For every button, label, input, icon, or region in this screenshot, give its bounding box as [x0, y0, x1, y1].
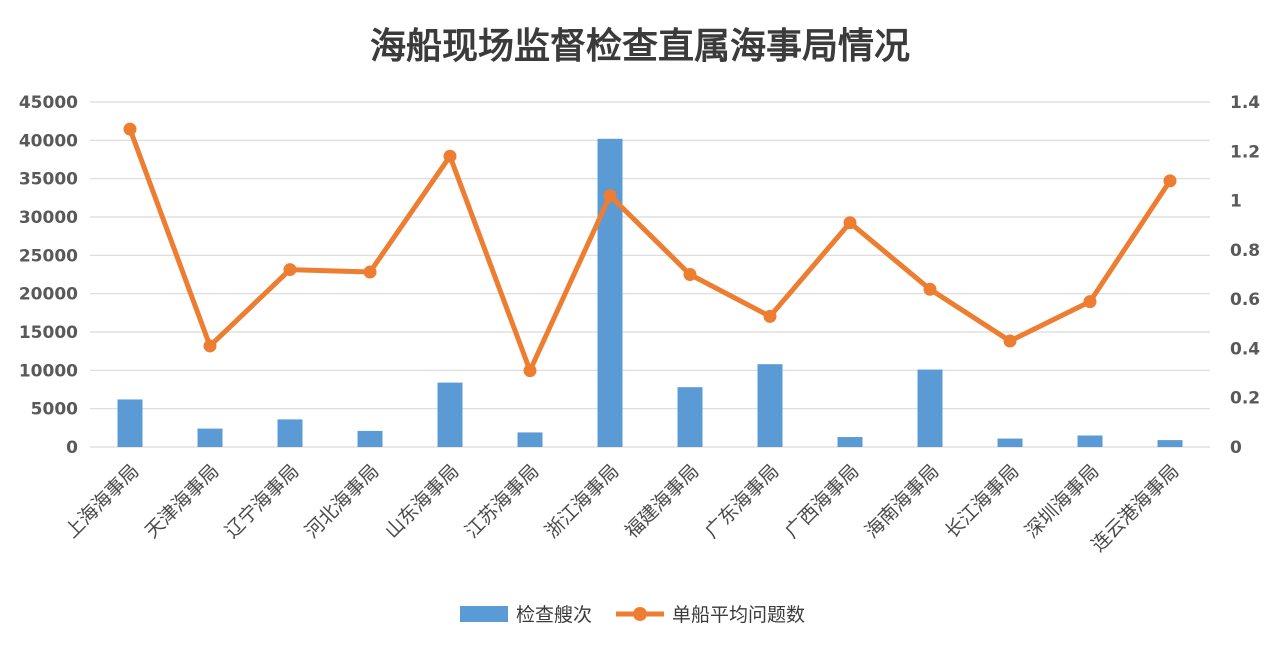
category-label: 河北海事局 — [301, 460, 384, 543]
bar — [837, 437, 863, 447]
line-point — [523, 364, 537, 378]
bar — [357, 430, 383, 447]
line-point — [683, 268, 697, 281]
line-point — [763, 309, 777, 323]
category-label: 深圳海事局 — [1021, 460, 1104, 543]
category-axis: 上海海事局天津海事局辽宁海事局河北海事局山东海事局江苏海事局浙江海事局福建海事局… — [61, 460, 1184, 556]
right-tick-label: 0.4 — [1230, 339, 1260, 359]
left-tick-label: 30000 — [19, 208, 78, 228]
left-tick-label: 10000 — [19, 361, 78, 381]
right-tick-label: 1.4 — [1230, 93, 1260, 113]
left-tick-label: 25000 — [19, 246, 78, 266]
left-tick-label: 0 — [66, 438, 78, 458]
right-tick-label: 0.8 — [1230, 241, 1260, 261]
legend: 检查艘次 单船平均问题数 — [460, 604, 805, 626]
line-point — [603, 189, 617, 203]
line-point — [443, 149, 457, 163]
bar — [917, 369, 943, 447]
left-tick-label: 15000 — [19, 323, 78, 343]
bar — [1157, 440, 1183, 447]
category-label: 海南海事局 — [861, 460, 944, 543]
category-label: 天津海事局 — [141, 460, 224, 543]
legend-line-marker — [633, 607, 647, 621]
line-point — [123, 122, 137, 136]
bar — [277, 419, 303, 447]
bar — [677, 387, 703, 447]
line-point — [843, 216, 857, 230]
legend-line-label: 单船平均问题数 — [672, 604, 805, 626]
left-axis: 0 5000 10000 15000 20000 25000 30000 35000 40000… — [19, 93, 78, 458]
bar — [437, 382, 463, 447]
left-tick-label: 35000 — [19, 170, 78, 190]
bar — [757, 364, 783, 447]
line-point — [923, 282, 937, 296]
bar — [597, 138, 623, 448]
legend-bar-swatch — [460, 606, 508, 622]
category-label: 浙江海事局 — [541, 460, 624, 543]
bar-series — [117, 138, 1183, 448]
left-tick-label: 5000 — [31, 400, 78, 420]
category-label: 山东海事局 — [381, 460, 464, 543]
right-tick-label: 0 — [1230, 438, 1242, 458]
category-label: 长江海事局 — [941, 460, 1024, 543]
left-tick-label: 40000 — [19, 131, 78, 151]
category-label: 广西海事局 — [781, 460, 864, 543]
right-tick-label: 1.2 — [1230, 142, 1260, 162]
bar — [517, 432, 543, 447]
bar — [197, 428, 223, 447]
left-tick-label: 45000 — [19, 93, 78, 113]
legend-bar-label: 检查艘次 — [516, 604, 592, 626]
right-tick-label: 0.6 — [1230, 290, 1260, 310]
line-point — [203, 339, 217, 353]
category-label: 福建海事局 — [621, 460, 704, 543]
category-label: 辽宁海事局 — [221, 460, 304, 543]
category-label: 广东海事局 — [701, 460, 784, 543]
line-point — [1003, 334, 1017, 348]
line-point — [1083, 295, 1097, 309]
right-axis: 0 0.2 0.4 0.6 0.8 1 1.2 1.4 — [1230, 93, 1260, 458]
right-tick-label: 1 — [1230, 192, 1242, 212]
category-label: 江苏海事局 — [461, 460, 544, 543]
line-series — [123, 122, 1177, 378]
category-label: 上海海事局 — [61, 460, 144, 543]
bar — [997, 438, 1023, 447]
right-tick-label: 0.2 — [1230, 389, 1260, 409]
bar — [117, 399, 143, 447]
line-point — [1163, 174, 1177, 188]
line-path — [127, 128, 1173, 374]
gridlines — [90, 101, 1210, 448]
left-tick-label: 20000 — [19, 285, 78, 305]
chart-title: 海船现场监督检查直属海事局情况 — [370, 26, 910, 67]
line-point — [363, 265, 377, 279]
line-point — [283, 263, 297, 277]
bar — [1077, 435, 1103, 447]
